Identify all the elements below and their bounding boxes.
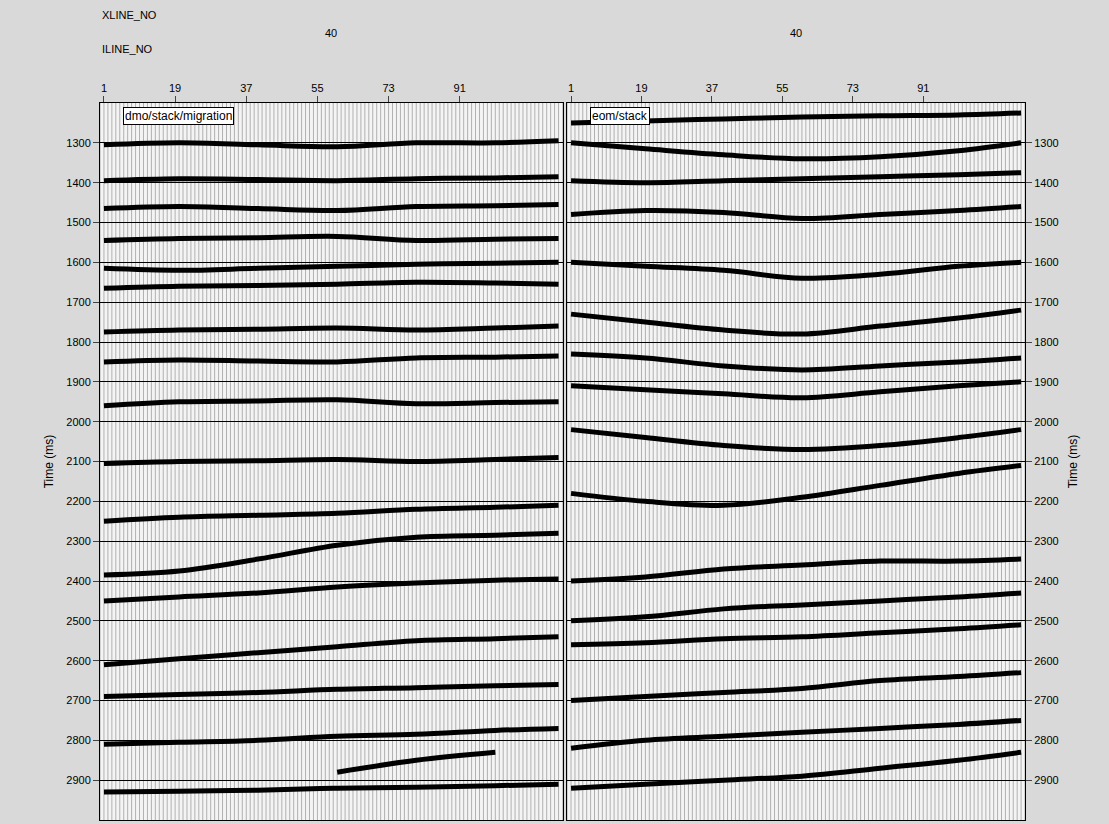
svg-text:2000: 2000	[66, 416, 90, 428]
svg-text:dmo/stack/migration: dmo/stack/migration	[125, 109, 232, 123]
svg-text:2100: 2100	[66, 455, 90, 467]
svg-text:55: 55	[776, 82, 788, 94]
svg-text:91: 91	[454, 82, 466, 94]
svg-text:1700: 1700	[66, 296, 90, 308]
svg-text:37: 37	[706, 82, 718, 94]
svg-text:1300: 1300	[66, 137, 90, 149]
svg-text:2800: 2800	[1034, 734, 1058, 746]
svg-text:Time (ms): Time (ms)	[1066, 435, 1080, 489]
svg-text:2400: 2400	[66, 575, 90, 587]
svg-text:40: 40	[790, 27, 802, 39]
svg-text:1600: 1600	[1034, 256, 1058, 268]
svg-text:19: 19	[169, 82, 181, 94]
svg-text:2400: 2400	[1034, 575, 1058, 587]
svg-text:1700: 1700	[1034, 296, 1058, 308]
svg-text:1500: 1500	[1034, 216, 1058, 228]
svg-text:1: 1	[568, 82, 574, 94]
svg-text:2100: 2100	[1034, 455, 1058, 467]
svg-text:XLINE_NO: XLINE_NO	[102, 9, 157, 21]
svg-text:2600: 2600	[1034, 655, 1058, 667]
svg-text:1500: 1500	[66, 216, 90, 228]
svg-text:2900: 2900	[66, 774, 90, 786]
svg-text:1400: 1400	[66, 177, 90, 189]
svg-text:2200: 2200	[1034, 495, 1058, 507]
svg-text:73: 73	[847, 82, 859, 94]
svg-text:2900: 2900	[1034, 774, 1058, 786]
svg-text:91: 91	[917, 82, 929, 94]
svg-text:2500: 2500	[66, 615, 90, 627]
svg-text:37: 37	[240, 82, 252, 94]
svg-text:Time (ms): Time (ms)	[42, 435, 56, 489]
svg-text:ILINE_NO: ILINE_NO	[102, 43, 153, 55]
svg-text:1900: 1900	[66, 376, 90, 388]
svg-text:2500: 2500	[1034, 615, 1058, 627]
svg-text:2700: 2700	[66, 694, 90, 706]
svg-text:eom/stack: eom/stack	[592, 109, 648, 123]
svg-text:40: 40	[325, 27, 337, 39]
svg-text:55: 55	[311, 82, 323, 94]
svg-text:1400: 1400	[1034, 177, 1058, 189]
svg-text:2300: 2300	[66, 535, 90, 547]
svg-text:1600: 1600	[66, 256, 90, 268]
svg-text:2700: 2700	[1034, 694, 1058, 706]
svg-text:2000: 2000	[1034, 416, 1058, 428]
svg-text:19: 19	[635, 82, 647, 94]
svg-text:2600: 2600	[66, 655, 90, 667]
svg-text:73: 73	[382, 82, 394, 94]
svg-text:1: 1	[101, 82, 107, 94]
svg-text:2200: 2200	[66, 495, 90, 507]
svg-text:2300: 2300	[1034, 535, 1058, 547]
svg-text:1800: 1800	[66, 336, 90, 348]
svg-text:1300: 1300	[1034, 137, 1058, 149]
svg-text:1900: 1900	[1034, 376, 1058, 388]
svg-text:2800: 2800	[66, 734, 90, 746]
svg-text:1800: 1800	[1034, 336, 1058, 348]
